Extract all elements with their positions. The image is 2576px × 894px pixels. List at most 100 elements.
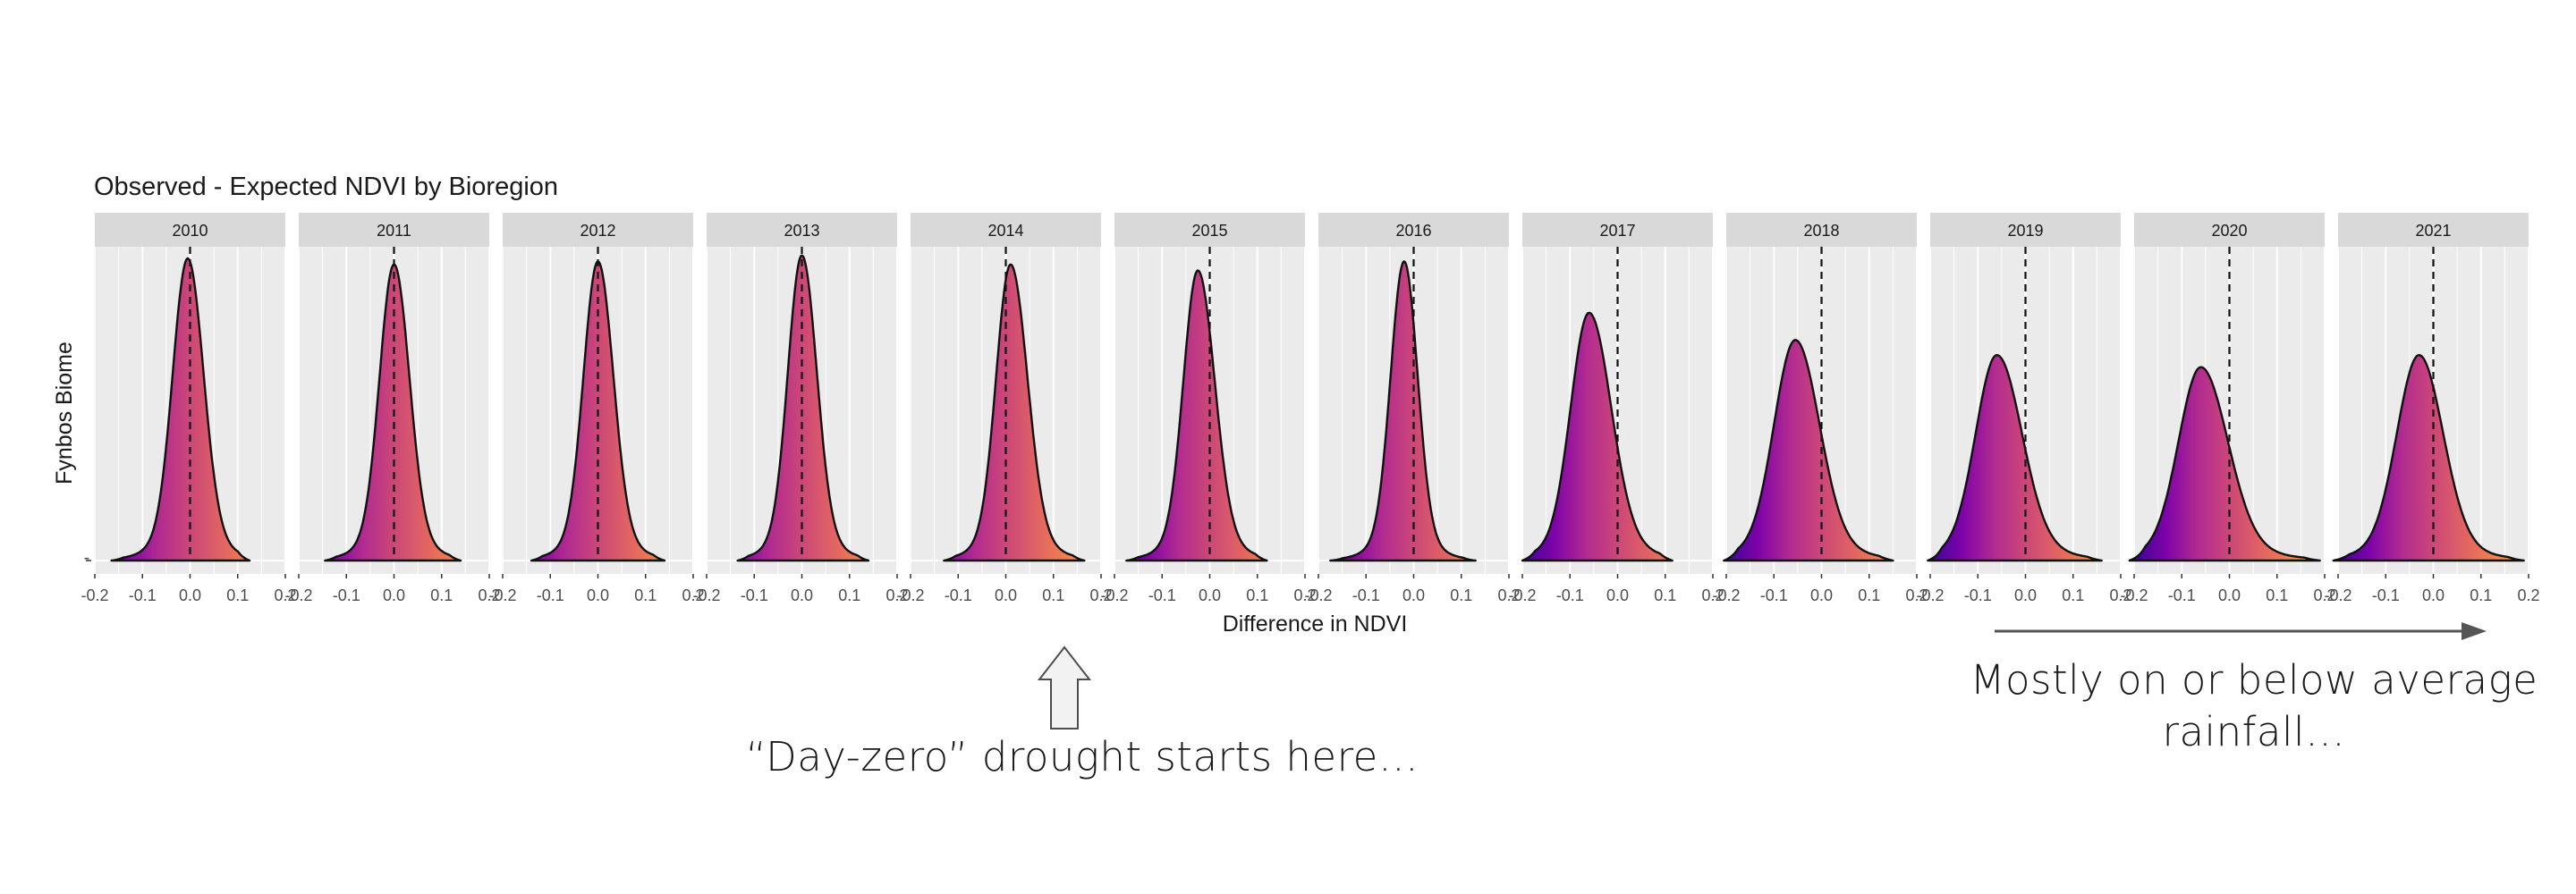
drought-annotation: “Day-zero” drought starts here… bbox=[745, 733, 1419, 780]
facet-strip bbox=[1726, 213, 1917, 247]
x-tick-label: -0.1 bbox=[1964, 586, 1992, 604]
x-tick-label: 0.1 bbox=[2062, 586, 2084, 604]
x-tick-label: 0.2 bbox=[478, 586, 500, 604]
x-tick-label: 0.1 bbox=[2266, 586, 2288, 604]
x-tick-label: 0.1 bbox=[1450, 586, 1472, 604]
density-curve-2019 bbox=[1927, 354, 2103, 562]
facet-2017: 2017 -0.2 -0.1 0.0 0.1 0.2 bbox=[1508, 213, 1724, 604]
density-curve-2014 bbox=[943, 263, 1086, 562]
facet-2015: 2015 -0.2 -0.1 0.0 0.1 0.2 bbox=[1100, 213, 1317, 604]
density-curve-2021 bbox=[2332, 354, 2525, 562]
x-tick-label: -0.1 bbox=[945, 586, 972, 604]
x-tick-label: -0.2 bbox=[488, 586, 516, 604]
x-tick-label: 0.0 bbox=[1810, 586, 1833, 604]
x-tick-label: 0.0 bbox=[587, 586, 609, 604]
x-tick-label: 0.1 bbox=[1858, 586, 1880, 604]
x-tick-label: -0.1 bbox=[333, 586, 360, 604]
x-tick-label: -0.1 bbox=[741, 586, 768, 604]
x-tick-label: 0.0 bbox=[179, 586, 201, 604]
x-tick-label: 0.2 bbox=[1905, 586, 1928, 604]
facet-strip-label: 2011 bbox=[377, 222, 411, 240]
x-tick-label: 0.1 bbox=[226, 586, 249, 604]
x-tick-label: 0.1 bbox=[838, 586, 860, 604]
x-tick-label: -0.1 bbox=[1148, 586, 1176, 604]
x-tick-label: 0.2 bbox=[1497, 586, 1520, 604]
x-tick-label: -0.2 bbox=[1916, 586, 1944, 604]
y-tick-label: - bbox=[84, 548, 90, 568]
facet-2020: 2020 -0.2 -0.1 0.0 0.1 0.2 bbox=[2120, 213, 2336, 604]
x-tick-label: -0.2 bbox=[80, 586, 108, 604]
facet-2013: 2013 -0.2 -0.1 0.0 0.1 0.2 bbox=[692, 213, 909, 604]
rainfall-annotation: Mostly on or below average rainfall… bbox=[1970, 656, 2538, 755]
x-tick-label: 0.2 bbox=[1701, 586, 1724, 604]
x-tick-label: -0.1 bbox=[1556, 586, 1584, 604]
facet-strip bbox=[2338, 213, 2529, 247]
x-tick-label: -0.2 bbox=[1508, 586, 1536, 604]
x-tick-label: 0.0 bbox=[1402, 586, 1425, 604]
x-tick-label: 0.0 bbox=[2218, 586, 2241, 604]
x-tick-label: -0.1 bbox=[129, 586, 157, 604]
x-tick-label: 0.1 bbox=[1246, 586, 1268, 604]
x-tick-label: -0.2 bbox=[692, 586, 720, 604]
x-tick-label: -0.1 bbox=[1760, 586, 1788, 604]
x-tick-label: 0.0 bbox=[1199, 586, 1221, 604]
facet-2012: 2012 -0.2 -0.1 0.0 0.1 0.2 bbox=[488, 213, 705, 604]
x-tick-label: -0.1 bbox=[2372, 586, 2400, 604]
facet-strip bbox=[95, 213, 285, 247]
density-curve-2020 bbox=[2128, 366, 2321, 562]
facet-strip bbox=[503, 213, 693, 247]
x-tick-label: -0.1 bbox=[2168, 586, 2196, 604]
facet-strip bbox=[1522, 213, 1713, 247]
density-curve-2016 bbox=[1329, 260, 1477, 562]
facet-strip-label: 2019 bbox=[2007, 222, 2043, 240]
x-tick-label: -0.2 bbox=[1304, 586, 1332, 604]
density-curve-2018 bbox=[1723, 339, 1894, 562]
x-tick-label: 0.2 bbox=[2313, 586, 2335, 604]
y-axis-label: Fynbos Biome bbox=[52, 342, 77, 485]
x-tick-label: -0.2 bbox=[1100, 586, 1128, 604]
facet-strip bbox=[1318, 213, 1509, 247]
x-tick-label: 0.0 bbox=[2014, 586, 2037, 604]
density-curve-2013 bbox=[736, 254, 870, 562]
x-tick-label: 0.2 bbox=[1089, 586, 1112, 604]
x-tick-label: -0.2 bbox=[1712, 586, 1740, 604]
facet-strip-label: 2016 bbox=[1395, 222, 1431, 240]
facet-strip bbox=[299, 213, 489, 247]
facet-strip-label: 2018 bbox=[1803, 222, 1839, 240]
facet-2016: 2016 -0.2 -0.1 0.0 0.1 0.2 bbox=[1304, 213, 1521, 604]
x-tick-label: 0.2 bbox=[1293, 586, 1316, 604]
facet-2014: 2014 -0.2 -0.1 0.0 0.1 0.2 bbox=[896, 213, 1113, 604]
x-tick-label: -0.2 bbox=[284, 586, 312, 604]
x-tick-label: 0.2 bbox=[274, 586, 296, 604]
x-tick-label: 0.0 bbox=[383, 586, 405, 604]
x-tick-label: 0.2 bbox=[682, 586, 704, 604]
facet-2011: 2011 -0.2 -0.1 0.0 0.1 0.2 bbox=[284, 213, 501, 604]
x-tick-label: 0.0 bbox=[995, 586, 1017, 604]
chart-title: Observed - Expected NDVI by Bioregion bbox=[94, 173, 558, 201]
x-tick-label: 0.2 bbox=[2517, 586, 2539, 604]
facet-2010: 2010 -0.2 -0.1 0.0 0.1 0.2 bbox=[80, 213, 297, 604]
x-tick-label: -0.1 bbox=[537, 586, 564, 604]
facet-strip bbox=[1930, 213, 2121, 247]
facet-strip-label: 2020 bbox=[2211, 222, 2247, 240]
x-tick-label: -0.2 bbox=[896, 586, 924, 604]
x-tick-label: 0.0 bbox=[2422, 586, 2445, 604]
x-tick-label: 0.1 bbox=[1042, 586, 1064, 604]
facet-strip bbox=[911, 213, 1101, 247]
up-arrow-icon bbox=[1037, 645, 1092, 730]
facet-strip-label: 2012 bbox=[580, 222, 615, 240]
facet-strip bbox=[1114, 213, 1305, 247]
facet-strip-label: 2017 bbox=[1599, 222, 1635, 240]
right-arrow-icon bbox=[2462, 622, 2487, 640]
x-tick-label: 0.2 bbox=[2109, 586, 2131, 604]
x-tick-label: 0.0 bbox=[791, 586, 813, 604]
x-tick-label: 0.1 bbox=[1654, 586, 1676, 604]
x-tick-label: -0.1 bbox=[1352, 586, 1380, 604]
facet-strip bbox=[707, 213, 897, 247]
x-tick-label: 0.2 bbox=[886, 586, 908, 604]
x-tick-label: -0.2 bbox=[2324, 586, 2351, 604]
density-curve-2015 bbox=[1125, 269, 1268, 562]
x-tick-label: 0.1 bbox=[430, 586, 453, 604]
